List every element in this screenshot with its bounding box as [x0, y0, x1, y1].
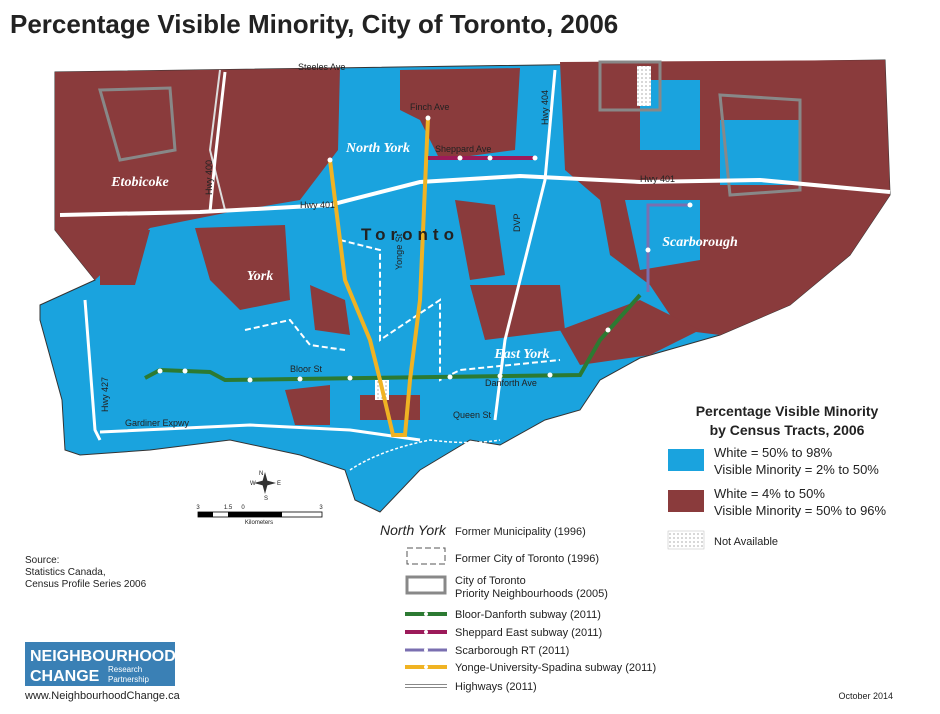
legend-swatch	[667, 530, 705, 550]
legend-swatch	[668, 490, 704, 512]
logo-tag: Partnership	[108, 675, 149, 684]
municipality-label: Etobicoke	[110, 175, 169, 190]
legend-label: White = 50% to 98%	[714, 445, 833, 460]
municipality-label: Scarborough	[662, 235, 738, 250]
url[interactable]: www.NeighbourhoodChange.ca	[24, 690, 181, 702]
priority-neighbourhood	[718, 93, 802, 197]
tract-area	[470, 285, 565, 340]
highway	[493, 69, 557, 421]
scale-label: 0	[241, 505, 245, 511]
source: Statistics Canada,	[25, 567, 106, 578]
stations	[157, 115, 693, 383]
road-label: Hwy 427	[100, 377, 110, 412]
legend-label: White = 4% to 50%	[714, 486, 825, 501]
compass-label: N	[259, 471, 263, 477]
legend-label: Yonge-University-Spadina subway (2011)	[455, 662, 656, 674]
tract-area	[310, 285, 350, 335]
priority-neighbourhood	[598, 60, 662, 112]
city-label: Toronto	[361, 225, 459, 244]
compass-label: E	[277, 481, 281, 487]
legend-title: Percentage Visible Minority	[696, 403, 879, 419]
scale-label: 3	[319, 505, 323, 511]
yonge-subway	[328, 117, 430, 437]
road-label: Finch Ave	[410, 102, 449, 112]
road-label: Hwy 404	[540, 90, 550, 125]
legend-sample	[405, 575, 447, 595]
former-city-boundary	[339, 239, 561, 382]
legend-label: Former Municipality (1996)	[455, 526, 586, 538]
legend-label: Not Available	[714, 536, 778, 548]
road-label: Gardiner Expwy	[125, 418, 190, 428]
highway	[208, 71, 227, 213]
map	[39, 59, 891, 513]
legend-label: Visible Minority = 2% to 50%	[714, 462, 879, 477]
source: Source:	[25, 555, 59, 566]
scale-unit: Kilometers	[245, 520, 273, 526]
scale-bar: 3 1.5 0 3 Kilometers	[196, 505, 323, 526]
highway	[83, 299, 102, 441]
legend-label: Sheppard East subway (2011)	[455, 627, 602, 639]
source: Census Profile Series 2006	[25, 579, 147, 590]
road-label: Yonge St	[394, 233, 404, 270]
scarborough-rt	[646, 203, 690, 292]
legend-title: by Census Tracts, 2006	[710, 422, 865, 438]
logo-text: CHANGE	[30, 668, 100, 685]
date: October 2014	[838, 691, 893, 701]
legend-sample: North York	[380, 522, 447, 538]
road-label: Hwy 400	[204, 160, 214, 195]
road-label: Hwy 401	[300, 200, 335, 210]
municipal-boundary	[208, 69, 226, 211]
compass: N E S W	[250, 471, 281, 502]
road-label: DVP	[512, 213, 522, 232]
not-available-area	[637, 66, 651, 106]
tract-area	[55, 68, 340, 280]
tract-area	[455, 200, 505, 280]
compass-label: W	[250, 481, 256, 487]
priority-neighbourhood	[98, 86, 177, 162]
road-label: Hwy 401	[640, 174, 675, 184]
title: Percentage Visible Minority, City of Tor…	[10, 9, 618, 39]
tract-area	[720, 120, 800, 185]
legend-label: City of Toronto	[455, 575, 526, 587]
road-label: Danforth Ave	[485, 378, 537, 388]
highway	[99, 423, 421, 442]
shoreline	[349, 439, 501, 471]
former-city-boundary	[244, 318, 346, 351]
tract-area	[195, 225, 290, 310]
legend-label: Highways (2011)	[455, 681, 537, 693]
municipality-label: East York	[493, 347, 549, 362]
tract-area	[640, 80, 700, 150]
legend-label: Former City of Toronto (1996)	[455, 553, 599, 565]
legend-label: Visible Minority = 50% to 96%	[714, 503, 887, 518]
legend-label: Priority Neighbourhoods (2005)	[455, 588, 608, 600]
legend-label: Bloor-Danforth subway (2011)	[455, 609, 601, 621]
logo	[25, 642, 175, 686]
logo-tag: Research	[108, 665, 142, 674]
compass-label: S	[264, 496, 268, 502]
highway	[59, 173, 891, 217]
road-label: Queen St	[453, 410, 492, 420]
legend-label: Scarborough RT (2011)	[455, 645, 569, 657]
road-label: Bloor St	[290, 364, 323, 374]
tract-area	[625, 200, 700, 270]
municipality-label: York	[247, 269, 273, 284]
road-label: Steeles Ave	[298, 62, 345, 72]
logo-text: NEIGHBOURHOOD	[30, 648, 176, 665]
tract-area	[400, 68, 520, 160]
scale-label: 1.5	[224, 505, 233, 511]
tract-area	[285, 385, 330, 425]
road-label: Sheppard Ave	[435, 144, 491, 154]
tract-area	[100, 230, 150, 285]
legend-sample	[406, 547, 446, 565]
legend-swatch	[668, 449, 704, 471]
municipality-label: North York	[345, 141, 410, 156]
scale-label: 3	[196, 505, 200, 511]
